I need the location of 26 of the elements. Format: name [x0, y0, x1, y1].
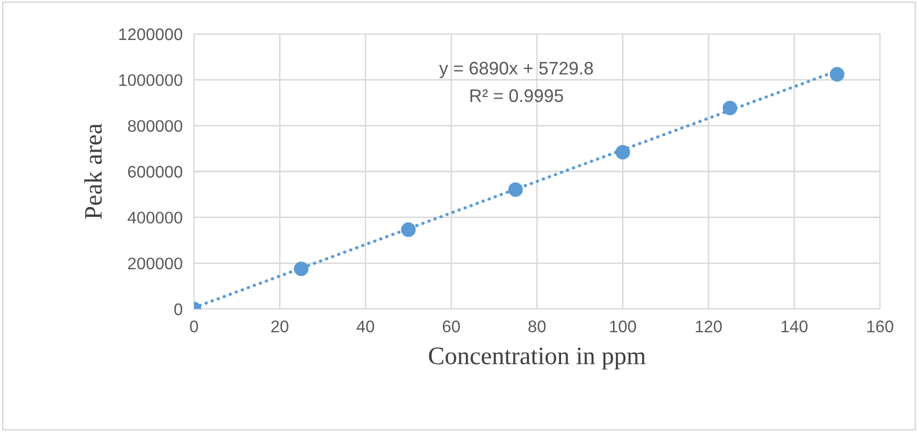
x-tick-label: 0 [190, 320, 198, 332]
point [615, 144, 630, 160]
x-tick-label: 120 [696, 320, 722, 332]
point [294, 262, 308, 276]
y-tick-label: 1000000 [119, 74, 182, 86]
y-tick-label: 400000 [128, 212, 182, 224]
y-tick-label: 800000 [128, 120, 182, 132]
y-tick-label: 0 [174, 303, 182, 316]
y-axis-title: Peak area [84, 124, 102, 220]
x-tick-label: 60 [442, 320, 460, 332]
point [830, 67, 844, 82]
x-tick-label: 160 [867, 320, 894, 332]
x-tick-label: 80 [528, 320, 546, 332]
y-tick-label: 200000 [128, 258, 182, 270]
x-tick-label: 140 [782, 320, 808, 332]
point [722, 100, 738, 116]
x-tick-label: 100 [610, 320, 636, 332]
x-tick-label: 20 [271, 320, 288, 332]
x-tick-label: 40 [356, 320, 374, 332]
annotation: R² = 0.9995 [470, 89, 564, 102]
point [401, 222, 416, 237]
y-tick-label: 600000 [128, 166, 182, 178]
y-tick-label: 1200000 [119, 28, 182, 40]
point [508, 182, 523, 197]
annotation: y = 6890x + 5729.8 [439, 62, 593, 78]
x-axis-title: Concentration in ppm [429, 348, 646, 370]
